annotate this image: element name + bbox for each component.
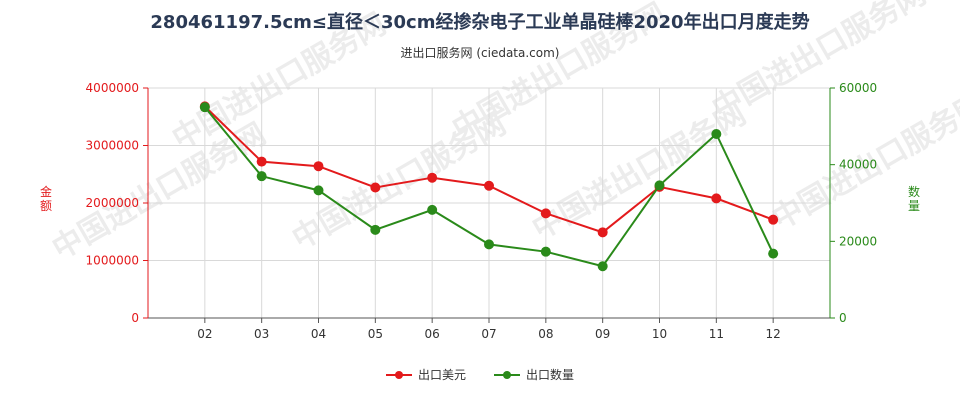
- data-point-amount[interactable]: [427, 172, 438, 183]
- watermark: 中国进出口服务网 中国进出口服务网 中国进出口服务网 中国进出口服务网中国进出口服务网…: [47, 0, 960, 267]
- x-tick-label: 07: [481, 327, 496, 341]
- chart-title: 280461197.5cm≤直径＜30cm经掺杂电子工业单晶硅棒2020年出口月…: [150, 12, 810, 33]
- data-point-quantity[interactable]: [654, 180, 665, 191]
- watermark-text: 中国进出口服务网: [527, 97, 752, 247]
- y-left-axis-title: 金额: [40, 184, 52, 213]
- data-point-amount[interactable]: [597, 227, 608, 238]
- y-left-tick-label: 3000000: [86, 139, 139, 153]
- y-left-tick-label: 0: [131, 311, 139, 325]
- x-tick-label: 12: [766, 327, 781, 341]
- chart-subtitle: 进出口服务网 (ciedata.com): [400, 46, 560, 60]
- y-right-axis-title: 数量: [908, 184, 920, 213]
- legend-label-amount: 出口美元: [417, 368, 466, 382]
- data-point-amount[interactable]: [313, 161, 324, 172]
- data-point-amount[interactable]: [370, 182, 381, 193]
- data-point-quantity[interactable]: [768, 248, 779, 259]
- x-tick-label: 06: [425, 327, 440, 341]
- data-point-quantity[interactable]: [484, 239, 494, 250]
- y-right-tick-label: 20000: [839, 234, 877, 248]
- data-point-quantity[interactable]: [427, 204, 438, 215]
- legend-item-amount[interactable]: 出口美元: [385, 366, 466, 383]
- x-tick-label: 05: [368, 327, 383, 341]
- legend-item-quantity[interactable]: 出口数量: [494, 366, 574, 383]
- data-point-quantity[interactable]: [370, 224, 381, 235]
- legend-label-quantity: 出口数量: [526, 368, 575, 382]
- legend-swatch-quantity: [494, 369, 520, 381]
- data-point-quantity[interactable]: [256, 171, 267, 182]
- x-tick-label: 03: [254, 327, 269, 341]
- y-right-tick-label: 40000: [839, 158, 877, 172]
- x-tick-label: 04: [311, 327, 326, 341]
- y-right-tick-label: 0: [839, 311, 847, 325]
- data-point-quantity[interactable]: [313, 185, 324, 196]
- legend-swatch-amount: [385, 369, 412, 381]
- x-tick-label: 10: [652, 327, 667, 341]
- data-point-quantity[interactable]: [540, 246, 551, 257]
- data-point-quantity[interactable]: [711, 129, 722, 139]
- y-left-tick-label: 4000000: [86, 81, 139, 95]
- x-tick-label: 11: [709, 327, 724, 341]
- y-left-tick-label: 1000000: [86, 254, 139, 268]
- data-point-quantity[interactable]: [597, 261, 608, 272]
- legend: 出口美元 出口数量: [0, 366, 960, 383]
- y-right-tick-label: 60000: [839, 81, 877, 95]
- x-tick-label: 02: [197, 327, 212, 341]
- y-left-tick-label: 2000000: [86, 196, 139, 210]
- data-point-amount[interactable]: [768, 214, 779, 225]
- x-tick-label: 08: [538, 327, 553, 341]
- x-tick-label: 09: [595, 327, 610, 341]
- data-point-quantity[interactable]: [199, 102, 210, 113]
- data-point-amount[interactable]: [256, 156, 267, 167]
- data-point-amount[interactable]: [711, 193, 722, 204]
- data-point-amount[interactable]: [540, 208, 551, 219]
- data-point-amount[interactable]: [484, 180, 494, 191]
